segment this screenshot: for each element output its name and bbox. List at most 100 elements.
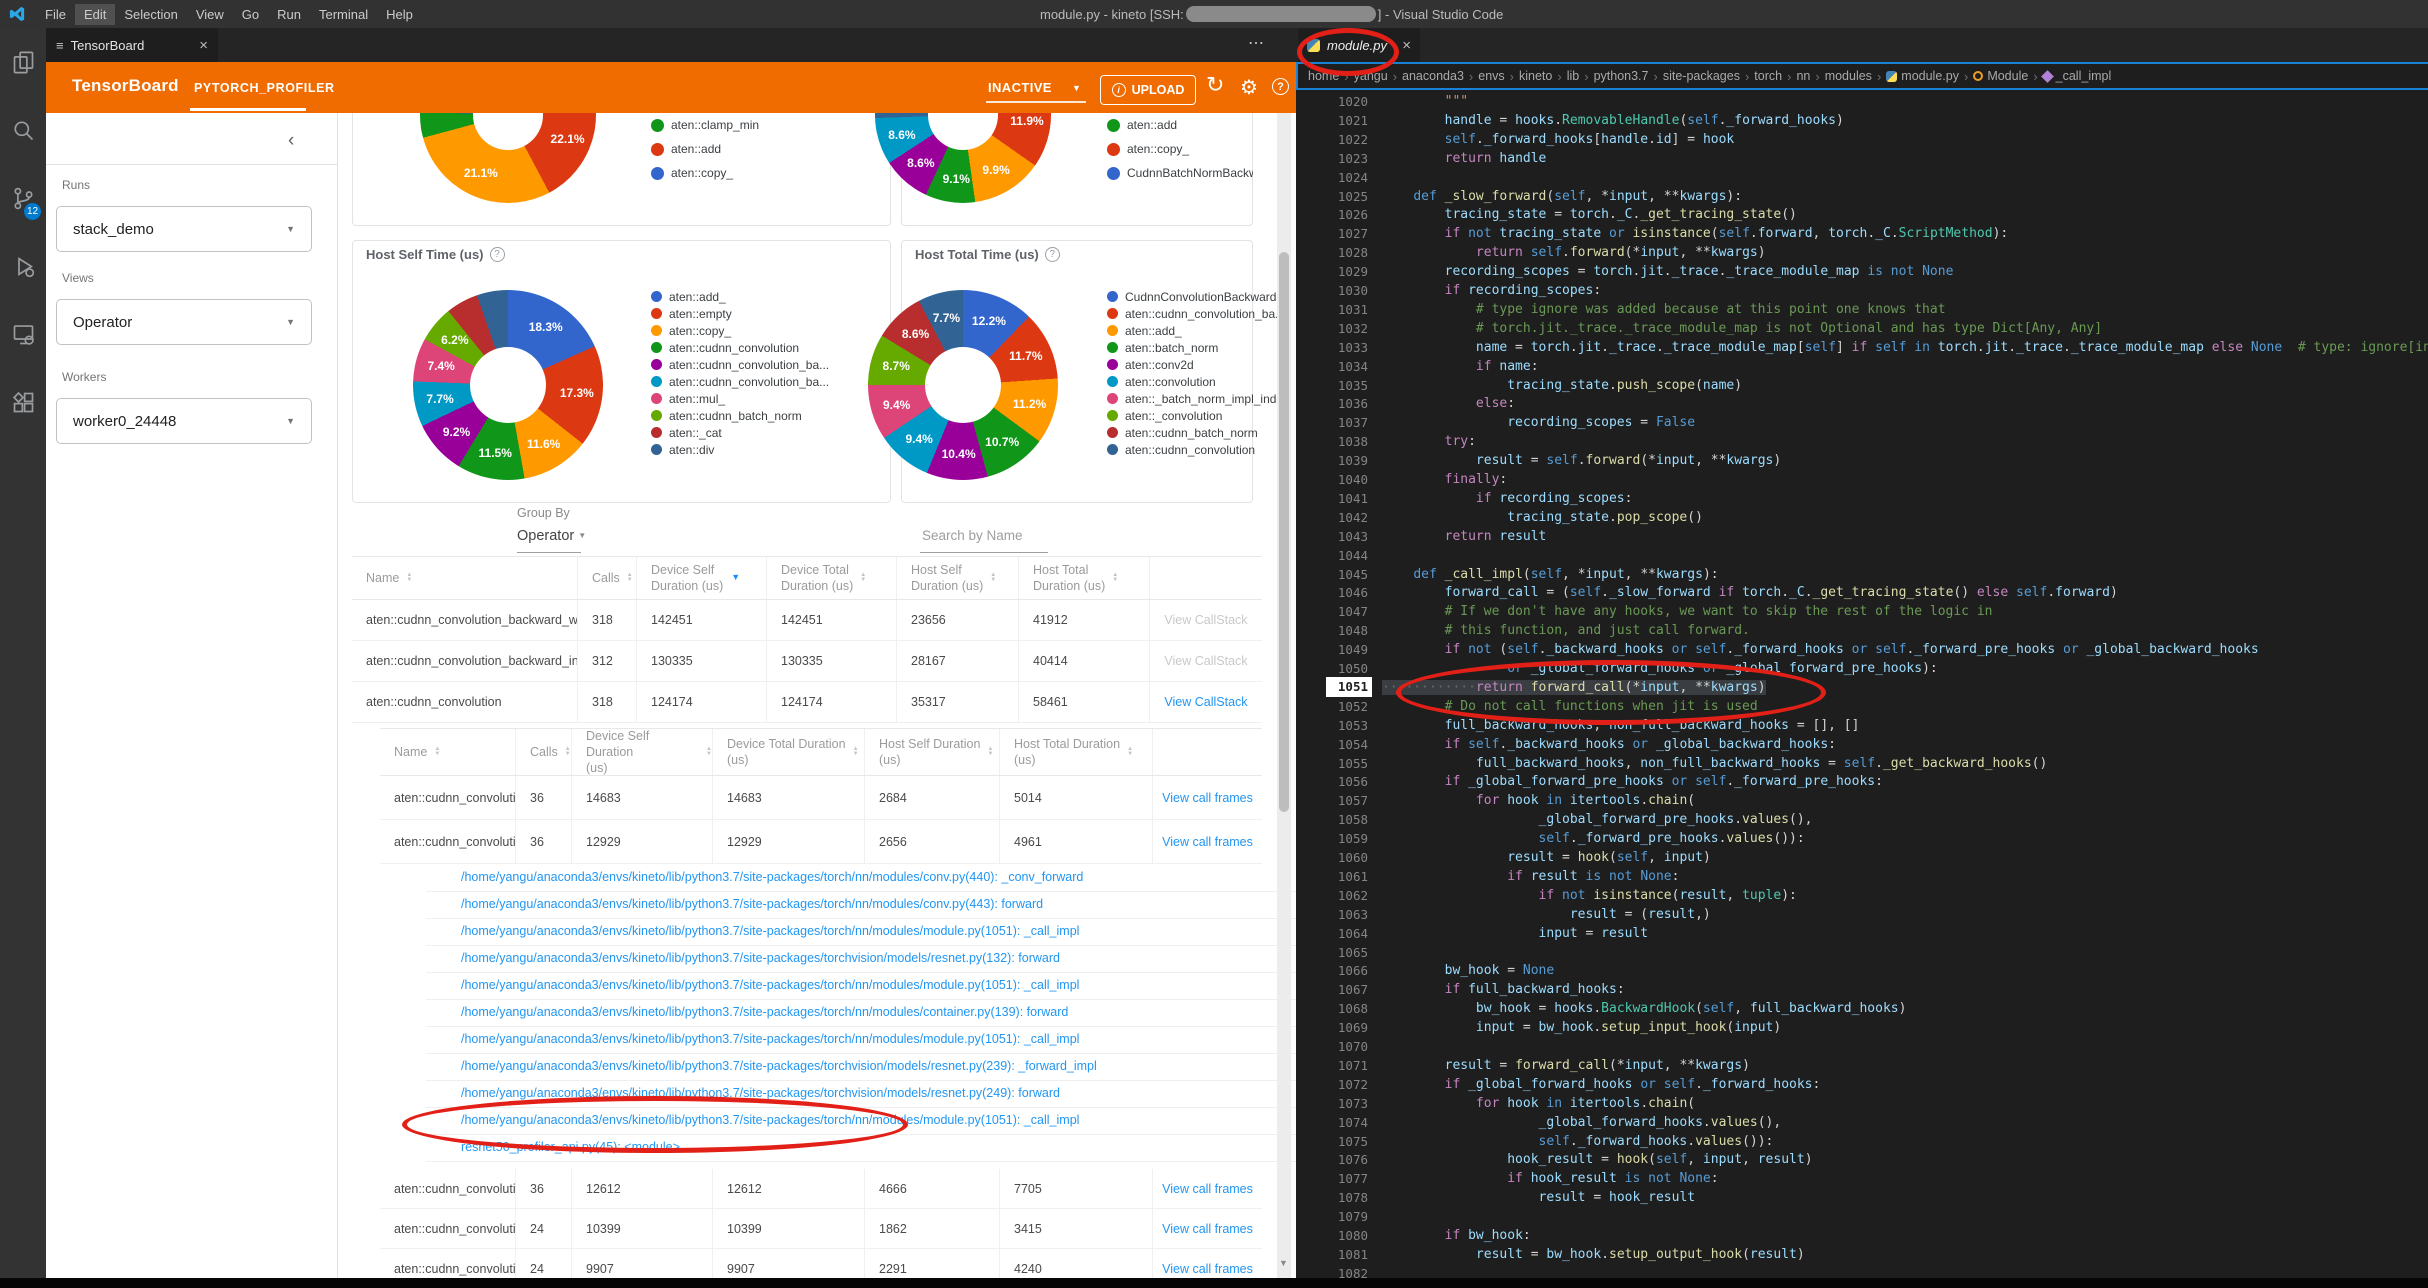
call-frame-link[interactable]: /home/yangu/anaconda3/envs/kineto/lib/py… [461, 951, 1060, 965]
call-frame-link[interactable]: /home/yangu/anaconda3/envs/kineto/lib/py… [461, 978, 1080, 992]
workers-select[interactable]: worker0_24448 ▼ [56, 398, 312, 444]
remote-explorer-icon[interactable] [0, 300, 46, 368]
call-frame-link[interactable]: /home/yangu/anaconda3/envs/kineto/lib/py… [461, 870, 1084, 884]
call-frame-link[interactable]: /home/yangu/anaconda3/envs/kineto/lib/py… [461, 1032, 1080, 1046]
column-header[interactable]: Calls ▲ ▼ [578, 557, 637, 599]
menu-terminal[interactable]: Terminal [319, 6, 369, 22]
sort-icons[interactable]: ▲ ▼ [1112, 572, 1119, 583]
view-call-frames-link[interactable]: View call frames [1162, 1221, 1253, 1236]
tab-pytorch-profiler[interactable]: PYTORCH_PROFILER [194, 81, 335, 95]
sort-icons[interactable]: ▲ ▼ [626, 572, 633, 583]
menu-go[interactable]: Go [241, 6, 260, 22]
breadcrumb-item[interactable]: envs [1478, 69, 1505, 83]
slice-percent-label: 11.5% [478, 446, 512, 461]
breadcrumb-item[interactable]: lib [1566, 69, 1580, 83]
source-control-icon[interactable]: 12 [0, 164, 46, 232]
column-header[interactable]: Host Total Duration (us) ▲ ▼ [1000, 729, 1153, 775]
group-by-select[interactable]: Operator ▼ [517, 528, 587, 544]
menu-selection[interactable]: Selection [124, 6, 178, 22]
menu-run[interactable]: Run [277, 6, 301, 22]
breadcrumb: home › yangu › anaconda3 › envs › kineto › lib › pyt… [1308, 64, 2423, 88]
sort-icons[interactable]: ▲ ▼ [434, 746, 441, 757]
explorer-icon[interactable] [0, 28, 46, 96]
call-frame-link[interactable]: /home/yangu/anaconda3/envs/kineto/lib/py… [461, 897, 1044, 911]
column-header[interactable]: Device Total Duration (us) ▲ ▼ [713, 729, 865, 775]
code-line-1028: 1028 return self.forward(*input, **kwarg… [1296, 243, 2428, 262]
breadcrumb-item[interactable]: Module [1973, 69, 2028, 83]
sort-icons[interactable]: ▲ ▼ [852, 746, 859, 757]
column-header[interactable]: Device Self Duration (us) ▼ [637, 557, 767, 599]
menu-edit[interactable]: Edit [74, 3, 116, 25]
runs-value: stack_demo [73, 220, 154, 238]
column-header[interactable]: Calls ▲ ▼ [516, 729, 572, 775]
scrollbar-down-arrow[interactable]: ▼ [1279, 1258, 1288, 1268]
close-icon[interactable]: × [1402, 36, 1411, 54]
status-dropdown[interactable]: INACTIVE [988, 80, 1052, 95]
legend-item: aten::mul_ [651, 390, 829, 407]
breadcrumb-item[interactable]: site-packages [1662, 69, 1740, 83]
sort-icons[interactable]: ▲ ▼ [987, 746, 994, 757]
refresh-icon[interactable]: ↻ [1206, 72, 1225, 97]
view-call-frames-link[interactable]: View call frames [1162, 790, 1253, 805]
slice-percent-label: 10.4% [941, 447, 976, 462]
view-callstack-link[interactable]: View CallStack [1164, 654, 1248, 668]
view-callstack-link[interactable]: View CallStack [1164, 695, 1248, 709]
column-header[interactable]: Name ▲ ▼ [352, 557, 578, 599]
help-icon[interactable]: ? [1272, 78, 1289, 95]
column-header[interactable]: Host Self Duration (us) ▲ ▼ [865, 729, 1000, 775]
collapse-sidebar-icon[interactable]: ‹ [288, 130, 295, 151]
column-header[interactable]: Name ▲ ▼ [380, 729, 516, 775]
column-header[interactable]: Host Total Duration (us) ▲ ▼ [1019, 557, 1150, 599]
tab-tensorboard[interactable]: ≡ TensorBoard × [46, 28, 218, 62]
scrollbar-thumb[interactable] [1279, 252, 1289, 812]
breadcrumb-item[interactable]: module.py [1886, 69, 1959, 83]
sort-desc-icon[interactable]: ▼ [731, 572, 741, 583]
breadcrumb-item[interactable]: torch [1754, 69, 1783, 83]
search-icon[interactable] [0, 96, 46, 164]
help-icon[interactable]: ? [489, 247, 505, 262]
call-frame-link[interactable]: /home/yangu/anaconda3/envs/kineto/lib/py… [461, 1059, 1097, 1073]
sort-icons[interactable]: ▲ ▼ [564, 746, 571, 757]
code-editor[interactable]: 1020 """ 1021 handle = hooks.RemovableHan… [1296, 90, 2428, 1288]
sort-icons[interactable]: ▲ ▼ [706, 746, 712, 757]
breadcrumb-item[interactable]: kineto [1519, 69, 1553, 83]
view-call-frames-link[interactable]: View call frames [1162, 1261, 1253, 1276]
runs-select[interactable]: stack_demo ▼ [56, 206, 312, 252]
view-callstack-link[interactable]: View CallStack [1164, 613, 1248, 627]
breadcrumb-item[interactable]: _call_impl [2040, 69, 2111, 83]
run-debug-icon[interactable] [0, 232, 46, 300]
views-select[interactable]: Operator ▼ [56, 299, 312, 345]
breadcrumb-item[interactable]: anaconda3 [1402, 69, 1464, 83]
view-call-frames-link[interactable]: View call frames [1162, 1181, 1253, 1196]
help-icon[interactable]: ? [1044, 247, 1060, 262]
breadcrumb-item[interactable]: python3.7 [1593, 69, 1649, 83]
column-header[interactable]: Host Self Duration (us) ▲ ▼ [897, 557, 1019, 599]
views-label: Views [62, 271, 94, 285]
class-icon [1973, 71, 1984, 81]
cell-device_total: 12612 [713, 1169, 865, 1208]
cell-calls: 24 [516, 1249, 572, 1288]
column-header[interactable]: Device Self Duration (us) ▲ ▼ [572, 729, 713, 775]
menu-help[interactable]: Help [386, 6, 413, 22]
close-icon[interactable]: × [199, 36, 208, 54]
extensions-icon[interactable] [0, 368, 46, 436]
editor-actions-more-icon[interactable]: ⋯ [1248, 35, 1265, 52]
gear-icon[interactable]: ⚙ [1240, 77, 1258, 99]
sort-icons[interactable]: ▲ ▼ [406, 572, 413, 583]
sort-icons[interactable]: ▲ ▼ [860, 572, 867, 583]
column-header[interactable]: Device Total Duration (us) ▲ ▼ [767, 557, 897, 599]
sort-icons[interactable]: ▲ ▼ [990, 572, 997, 583]
search-input[interactable]: Search by Name [922, 528, 1023, 543]
upload-button[interactable]: i UPLOAD [1100, 75, 1196, 105]
cell-host_self: 2291 [865, 1249, 1000, 1288]
call-frame-link[interactable]: /home/yangu/anaconda3/envs/kineto/lib/py… [461, 1005, 1069, 1019]
breadcrumb-item[interactable]: nn [1796, 69, 1811, 83]
sort-icons[interactable]: ▲ ▼ [1127, 746, 1134, 757]
call-frame-link[interactable]: /home/yangu/anaconda3/envs/kineto/lib/py… [461, 924, 1080, 938]
right-tab-bar [1296, 28, 2428, 62]
view-call-frames-link[interactable]: View call frames [1162, 834, 1253, 849]
code-line-1072: 1072 if _global_forward_hooks or self._f… [1296, 1075, 2428, 1094]
menu-file[interactable]: File [45, 6, 66, 22]
breadcrumb-item[interactable]: modules [1824, 69, 1872, 83]
menu-view[interactable]: View [195, 6, 224, 22]
